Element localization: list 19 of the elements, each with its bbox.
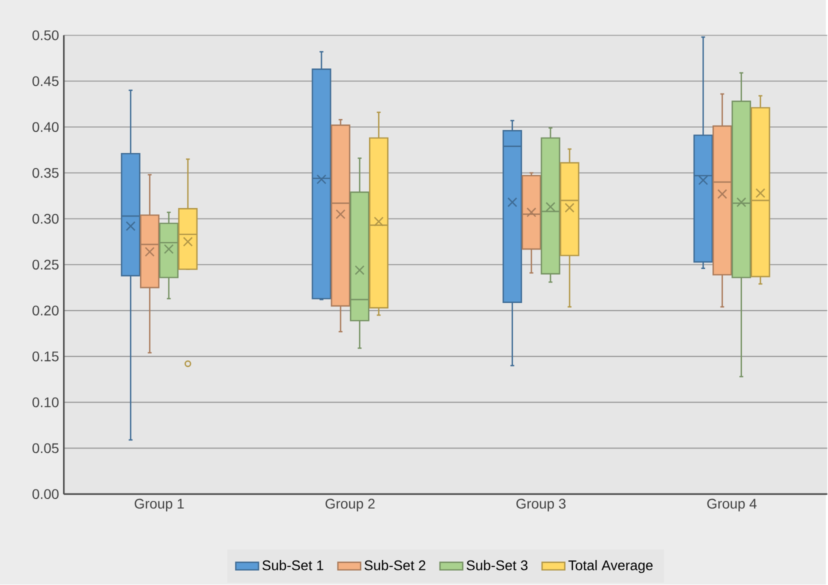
x-tick-label: Group 4 bbox=[707, 499, 757, 512]
y-tick-label: 0.10 bbox=[32, 398, 59, 408]
legend-label: Sub-Set 2 bbox=[364, 560, 426, 571]
y-tick-label: 0.35 bbox=[32, 168, 59, 178]
x-tick-label: Group 3 bbox=[516, 499, 566, 512]
legend-label: Total Average bbox=[568, 560, 653, 574]
y-tick-label: 0.15 bbox=[32, 352, 59, 362]
y-tick-label: 0.45 bbox=[32, 76, 59, 86]
y-tick-label: 0.20 bbox=[32, 306, 59, 316]
y-tick-label: 0.30 bbox=[32, 214, 59, 224]
y-tick-label: 0.50 bbox=[32, 30, 59, 40]
legend-label: Sub-Set 3 bbox=[466, 560, 528, 571]
y-tick-label: 0.40 bbox=[32, 122, 59, 132]
y-tick-label: 0.25 bbox=[32, 260, 59, 270]
y-tick-label: 0.05 bbox=[32, 444, 59, 454]
x-tick-label: Group 2 bbox=[326, 499, 375, 512]
y-tick-label: 0.00 bbox=[32, 489, 59, 500]
legend-label: Sub-Set 1 bbox=[262, 560, 324, 571]
x-tick-label: Group 1 bbox=[134, 499, 184, 512]
